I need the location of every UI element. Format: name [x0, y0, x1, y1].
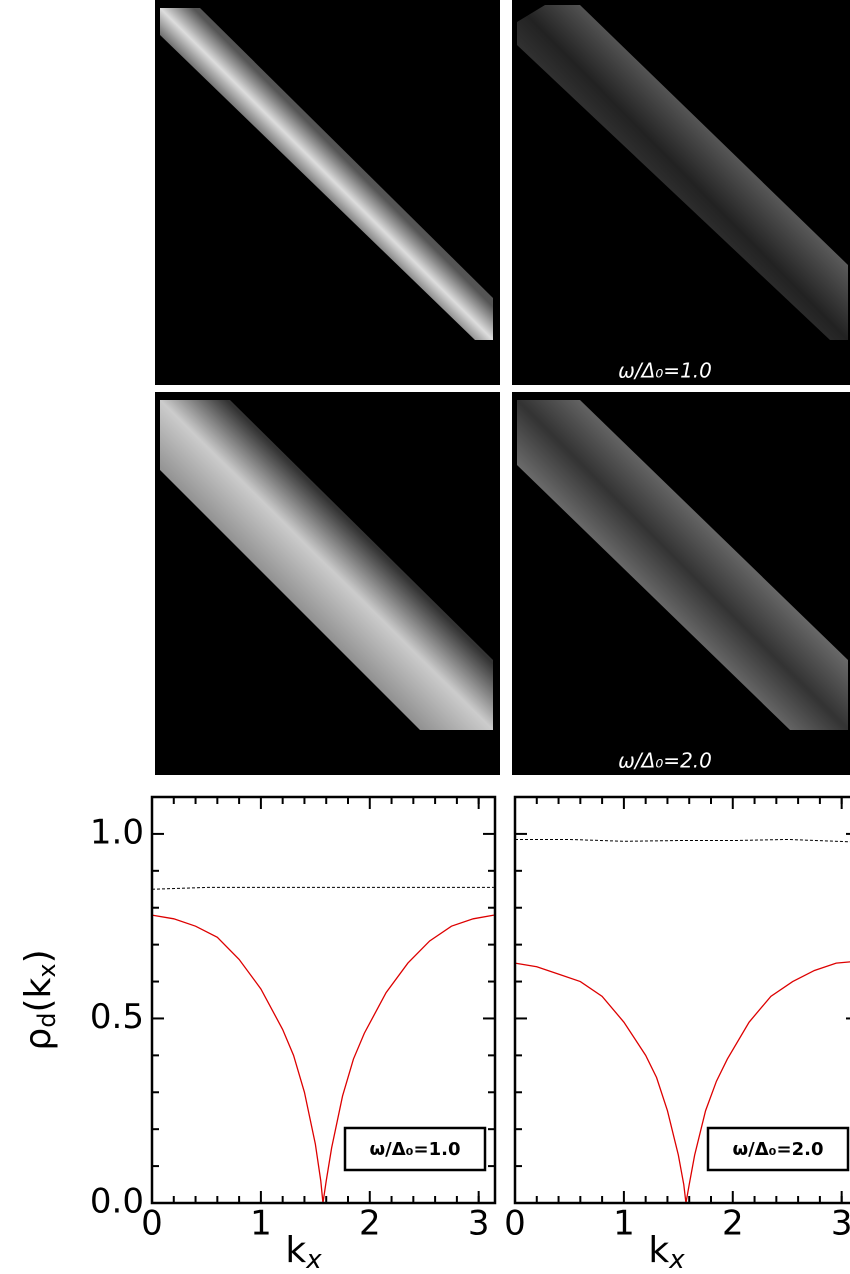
y-tick-label: 0.0: [90, 1182, 144, 1222]
data-line: [151, 886, 494, 890]
map-band: [517, 5, 848, 340]
map-band: [517, 400, 848, 730]
y-tick-label: 1.0: [90, 812, 144, 852]
legend-label: ω/Δ₀=2.0: [732, 1139, 823, 1160]
x-axis-label-part: k: [285, 1230, 306, 1271]
x-tick-label: 3: [468, 1204, 490, 1244]
y-tick-label: 0.5: [90, 997, 144, 1037]
axes-frame: [513, 795, 850, 1205]
x-axis-label-part: k: [648, 1230, 669, 1271]
legend-label: ω/Δ₀=1.0: [369, 1139, 460, 1160]
x-axis-label-part: x: [305, 1245, 322, 1274]
x-tick-label: 0: [504, 1204, 526, 1244]
x-tick-label: 1: [250, 1204, 272, 1244]
x-tick-label: 2: [722, 1204, 744, 1244]
x-tick-label: 3: [831, 1204, 850, 1244]
x-tick-label: 0: [141, 1204, 163, 1244]
map-panels: ω/Δ₀=1.0 ω/Δ₀=2.0: [155, 0, 850, 775]
map-label: ω/Δ₀=1.0: [618, 359, 712, 383]
map-label: ω/Δ₀=2.0: [618, 749, 712, 773]
legend-box: [343, 1126, 487, 1172]
x-axis-label-part: x: [668, 1245, 685, 1274]
legend-box: [706, 1126, 850, 1172]
map-band: [160, 400, 493, 730]
y-axis-label: ρd(kx): [18, 949, 61, 1050]
data-line: [515, 838, 850, 843]
x-axis-label: kx: [648, 1230, 685, 1274]
map-band: [160, 8, 493, 340]
plot: 0 1 2 3 ω/Δ₀=2.0 kx: [504, 795, 850, 1274]
axes-frame: [150, 795, 497, 1205]
plot: 0 1 2 3 0.0 0.5 1.0 ω/Δ₀=1.0 kx: [90, 795, 497, 1274]
x-axis-label: kx: [285, 1230, 322, 1274]
x-tick-label: 1: [613, 1204, 635, 1244]
x-tick-label: 2: [359, 1204, 381, 1244]
